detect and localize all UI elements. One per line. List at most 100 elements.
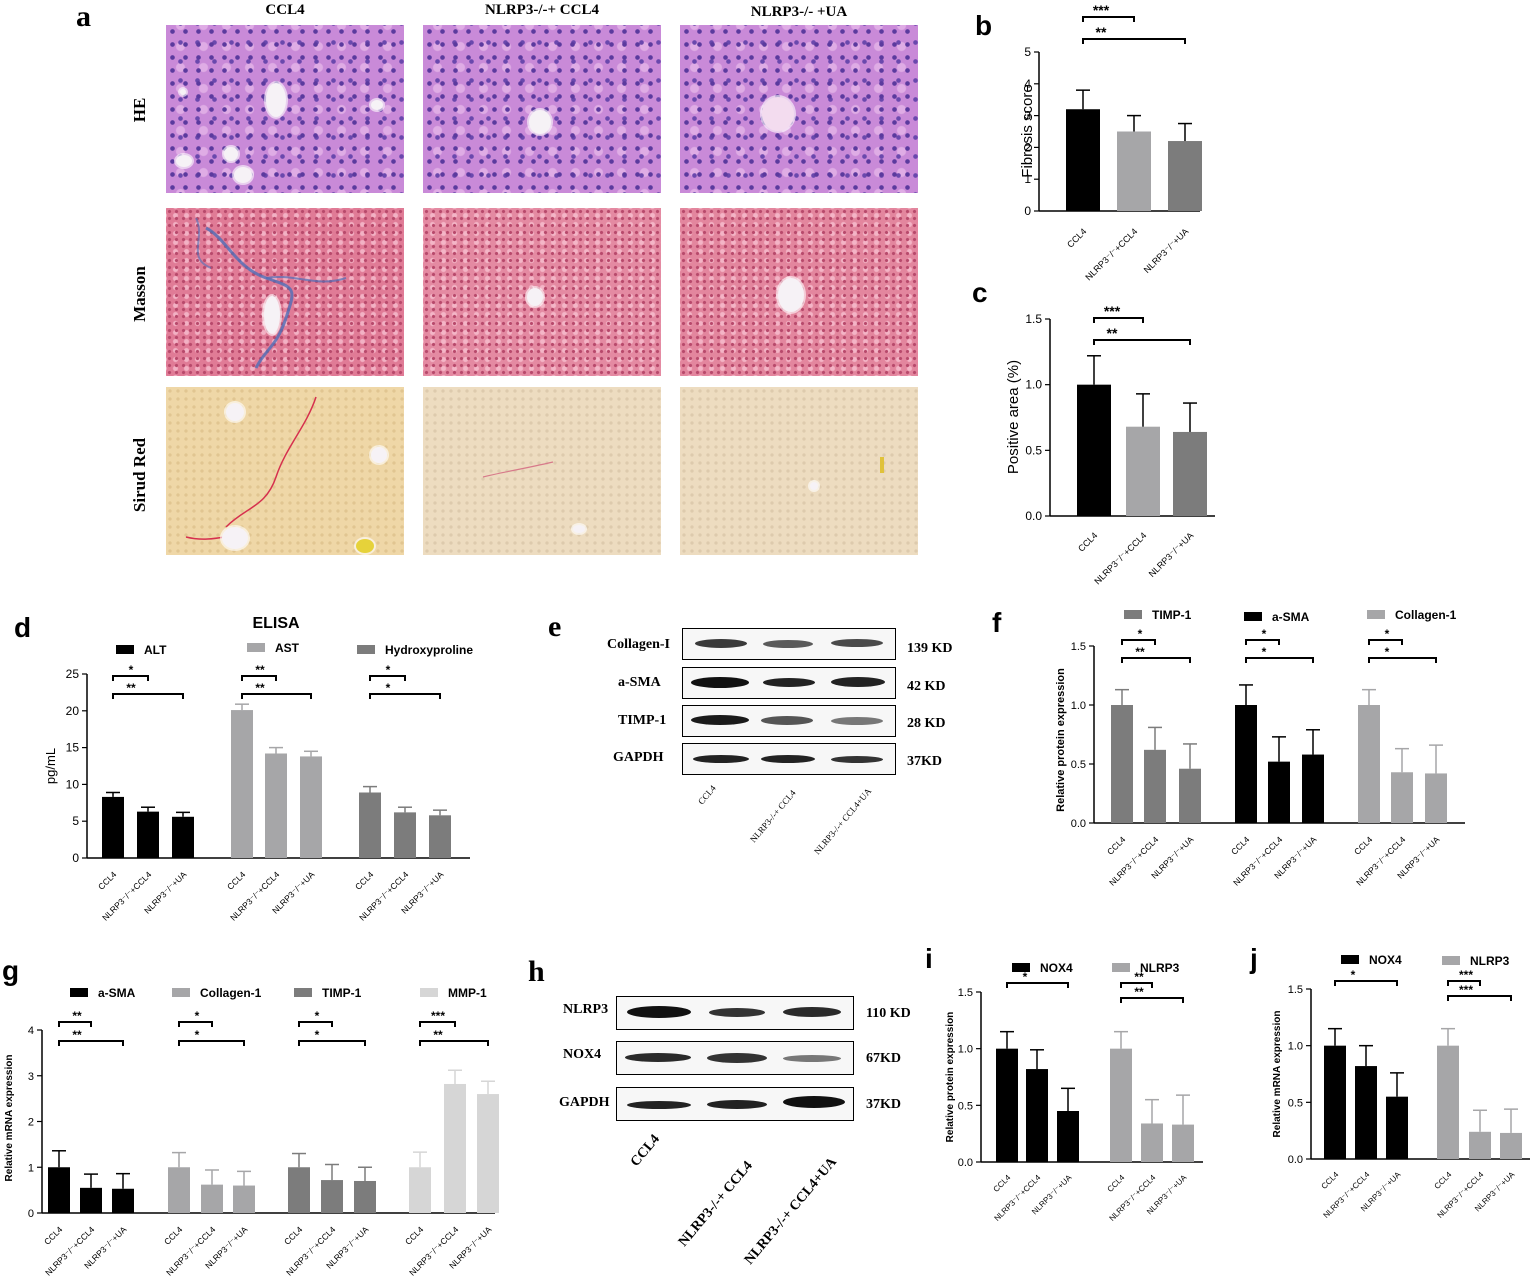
legend-label-i: NOX4 [1040, 961, 1073, 975]
blot-e-lane-3: NLRP3-/-+ CCL4+UA [812, 786, 874, 857]
bar-i [1141, 1123, 1163, 1162]
significance-bracket-i [1120, 997, 1184, 1003]
bar-c [1126, 426, 1160, 516]
category-label-d: NLRP3⁻/⁻+CCL4 [357, 869, 411, 923]
category-label-j: CCL4 [1320, 1170, 1341, 1191]
y-axis-label-d: pg/mL [43, 748, 58, 784]
blot-label-asma: a-SMA [618, 675, 661, 690]
significance-label-b: *** [1093, 2, 1110, 18]
blot-size-gapdh: 37KD [907, 754, 942, 769]
significance-bracket-i [1120, 982, 1153, 988]
legend-label-g: MMP-1 [448, 986, 487, 1000]
masson-image-nlrp3-ua [680, 208, 918, 376]
legend-swatch-g [420, 988, 438, 997]
y-axis-label-c: Positive area (%) [1005, 360, 1022, 474]
legend-swatch-d [247, 643, 265, 652]
bar-j [1386, 1096, 1408, 1159]
significance-label-g: * [195, 1028, 200, 1042]
category-label-b: CCL4 [1065, 226, 1088, 249]
significance-bracket-d [241, 693, 312, 699]
blot-label-timp1: TIMP-1 [618, 713, 667, 728]
category-label-g: CCL4 [162, 1224, 185, 1247]
significance-bracket-b [1082, 16, 1135, 22]
significance-label-b: ** [1096, 24, 1107, 40]
legend-label-f: a-SMA [1272, 610, 1310, 624]
panel-label-e: e [548, 610, 562, 643]
legend-label-f: Collagen-1 [1395, 608, 1457, 622]
significance-bracket-b [1082, 38, 1186, 44]
sirius-red-image-ccl4 [166, 387, 404, 555]
y-tick-label-d: 0 [72, 851, 79, 865]
category-label-d: NLRP3⁻/⁻+UA [399, 869, 446, 916]
blot-size-asma: 42 KD [907, 679, 946, 694]
y-tick-label-g: 2 [28, 1117, 34, 1129]
category-label-c: NLRP3⁻/⁻+UA [1147, 530, 1196, 579]
legend-swatch-i [1012, 963, 1030, 972]
bar-d [429, 815, 451, 858]
category-label-g: CCL4 [403, 1224, 426, 1247]
significance-bracket-c [1093, 317, 1144, 323]
bar-g [48, 1167, 70, 1213]
category-label-d: NLRP3⁻/⁻+UA [270, 869, 317, 916]
panel-label-f: f [992, 607, 1002, 638]
significance-label-d: * [386, 681, 391, 695]
legend-swatch-f [1124, 610, 1142, 619]
bar-f [1144, 749, 1166, 823]
significance-label-g: * [315, 1009, 320, 1023]
category-label-f: NLRP3⁻/⁻+UA [1149, 834, 1196, 881]
significance-label-f: ** [1135, 645, 1145, 659]
significance-bracket-g [298, 1040, 366, 1046]
category-label-j: NLRP3⁻/⁻+CCL4 [1321, 1170, 1371, 1220]
legend-swatch-g [172, 988, 190, 997]
significance-label-f: * [1385, 645, 1390, 659]
category-label-i: CCL4 [992, 1173, 1013, 1194]
legend-swatch-d [116, 645, 134, 654]
y-tick-label-f: 1.0 [1071, 700, 1086, 712]
y-tick-label-b: 5 [1024, 45, 1031, 59]
y-tick-label-j: 0.0 [1288, 1154, 1303, 1166]
blot-label-collagen: Collagen-I [607, 637, 670, 652]
legend-label-i: NLRP3 [1140, 961, 1180, 975]
category-label-c: CCL4 [1076, 530, 1099, 553]
bar-f [1358, 705, 1380, 823]
bar-f [1391, 772, 1413, 823]
significance-label-i: ** [1134, 970, 1144, 984]
significance-label-d: ** [255, 681, 265, 695]
y-tick-label-b: 2 [1024, 140, 1031, 154]
legend-swatch-g [70, 988, 88, 997]
category-label-f: NLRP3⁻/⁻+CCL4 [1354, 834, 1408, 888]
y-tick-label-b: 4 [1024, 77, 1031, 91]
category-label-g: NLRP3⁻/⁻+UA [447, 1224, 494, 1271]
legend-swatch-f [1244, 612, 1262, 621]
significance-label-f: * [1262, 627, 1267, 641]
panel-label-h: h [528, 955, 545, 988]
bar-g [112, 1188, 134, 1213]
significance-bracket-d [241, 675, 277, 681]
y-axis-label-i: Relative protein expression [945, 1012, 956, 1143]
y-axis-label-b: Fibrosis score [1019, 84, 1036, 177]
bar-d [265, 753, 287, 858]
significance-label-c: *** [1104, 303, 1121, 319]
blot-h-lane-2: NLRP3-/-+ CCL4 [676, 1158, 756, 1250]
significance-bracket-j [1447, 995, 1512, 1001]
bar-j [1500, 1132, 1522, 1159]
significance-label-d: ** [126, 681, 136, 695]
bar-c [1173, 431, 1207, 516]
bar-i [1057, 1111, 1079, 1162]
blot-label-gapdh-h: GAPDH [559, 1095, 610, 1110]
category-label-i: NLRP3⁻/⁻+UA [1030, 1173, 1074, 1217]
legend-swatch-d [357, 645, 375, 654]
significance-bracket-g [419, 1021, 456, 1027]
y-tick-label-g: 3 [28, 1071, 34, 1083]
significance-bracket-j [1334, 980, 1398, 986]
significance-label-j: * [1351, 968, 1356, 982]
blot-row-asma [682, 667, 896, 699]
y-axis-label-f: Relative protein expression [1055, 668, 1067, 812]
y-tick-label-j: 0.5 [1288, 1097, 1303, 1109]
y-tick-label-d: 25 [66, 667, 80, 681]
chart-title-d: ELISA [252, 615, 300, 632]
panel-label-a: a [76, 0, 91, 33]
category-label-d: CCL4 [96, 869, 119, 892]
significance-label-f: * [1262, 645, 1267, 659]
bar-g [201, 1184, 223, 1213]
